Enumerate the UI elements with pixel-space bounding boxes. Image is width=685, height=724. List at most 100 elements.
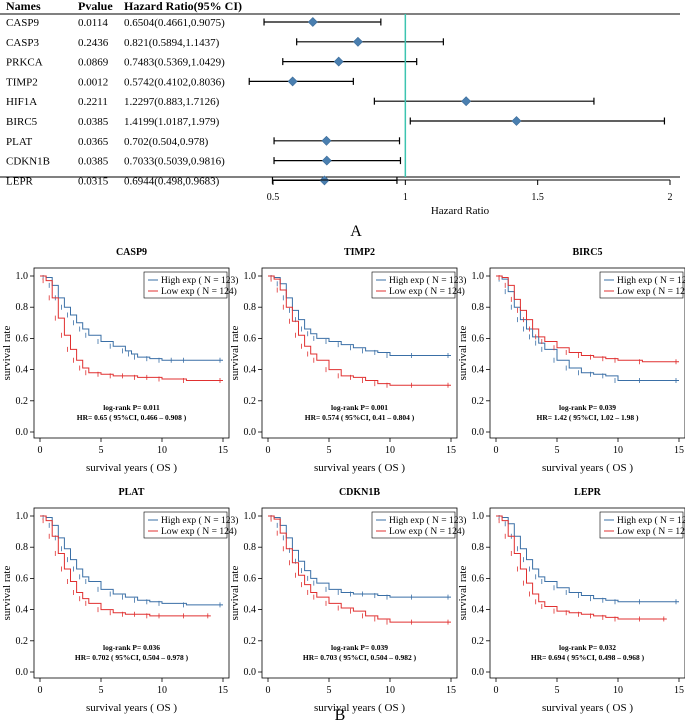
row-hr-text: 0.7483(0.5369,1.0429) xyxy=(124,57,225,69)
km-xtick-label: 5 xyxy=(555,445,560,456)
km-title: PLAT xyxy=(119,487,145,498)
km-legend xyxy=(599,511,684,539)
km-xlabel: survival years ( OS ) xyxy=(86,702,177,714)
row-pvalue: 0.0385 xyxy=(78,116,109,128)
row-hr-text: 0.6944(0.498,0.9683) xyxy=(124,175,220,187)
legend-label-high: High exp ( N = 123) xyxy=(161,515,238,526)
row-name: HIF1A xyxy=(6,96,37,108)
km-xtick-label: 0 xyxy=(266,685,271,696)
km-xtick-label: 15 xyxy=(218,445,228,456)
km-ytick-label: 0.0 xyxy=(244,427,257,438)
legend-label-high: High exp ( N = 123) xyxy=(161,275,238,286)
km-high-curve xyxy=(268,515,451,598)
km-xtick-label: 15 xyxy=(218,685,228,696)
forest-x-axis: 0.5 1 1.5 2 xyxy=(267,14,673,203)
legend-label-high: High exp ( N = 123) xyxy=(389,275,466,286)
km-logrank: log-rank P= 0.039 xyxy=(331,643,388,652)
km-plot-frame xyxy=(489,507,685,679)
km-xtick-label: 15 xyxy=(674,445,684,456)
km-plot-frame xyxy=(261,507,458,679)
km-low-curve xyxy=(268,275,451,386)
km-title: TIMP2 xyxy=(344,247,375,258)
km-plot-frame xyxy=(261,267,458,439)
km-xtick-label: 10 xyxy=(157,445,167,456)
km-ytick-label: 0.8 xyxy=(244,302,257,313)
km-panel: TIMP2 0.0 0.2 0.4 0.6 0.8 1.0 0 5 10 15 survival ye… xyxy=(229,247,466,474)
km-hr: HR= 0.694 ( 95%CI, 0.498 – 0.968 ) xyxy=(531,653,645,662)
row-name: LEPR xyxy=(6,175,34,187)
km-ytick-label: 0.2 xyxy=(244,636,257,647)
row-pvalue: 0.2436 xyxy=(78,37,109,49)
forest-tick-label: 2 xyxy=(668,192,673,203)
km-xtick-label: 10 xyxy=(157,685,167,696)
forest-rows: CASP9 0.0114 0.6504(0.4661,0.9075) CASP3 0.2… xyxy=(6,17,666,187)
km-ytick-label: 0.2 xyxy=(244,396,257,407)
km-xtick-label: 10 xyxy=(613,445,623,456)
km-title: BIRC5 xyxy=(572,247,602,258)
legend-label-high: High exp ( N = 123) xyxy=(617,275,685,286)
km-hr: HR= 0.702 ( 95%CI, 0.504 – 0.978 ) xyxy=(75,653,189,662)
km-plot-frame xyxy=(33,507,230,679)
forest-tick-label: 0.5 xyxy=(267,192,280,203)
row-hr-text: 0.821(0.5894,1.1437) xyxy=(124,37,220,49)
km-high-curve xyxy=(496,515,679,603)
km-low-curve xyxy=(496,275,679,363)
row-name: BIRC5 xyxy=(6,116,38,128)
hr-point xyxy=(321,155,332,166)
km-ytick-label: 1.0 xyxy=(16,511,29,522)
km-xlabel: survival years ( OS ) xyxy=(314,462,405,474)
km-xtick-label: 5 xyxy=(327,445,332,456)
row-hr-text: 0.7033(0.5039,0.9816) xyxy=(124,156,225,168)
km-panel: PLAT 0.0 0.2 0.4 0.6 0.8 1.0 0 5 10 15 survival yea… xyxy=(1,487,238,714)
km-ytick-label: 1.0 xyxy=(472,511,485,522)
row-name: CDKN1B xyxy=(6,156,50,168)
km-ylabel: survival rate xyxy=(1,566,13,621)
km-ytick-label: 0.6 xyxy=(472,573,485,584)
forest-plot: Names Pvalue Hazard Ratio(95% CI) CASP9 0… xyxy=(0,0,680,240)
km-logrank: log-rank P= 0.001 xyxy=(331,403,388,412)
forest-row: TIMP2 0.0012 0.5742(0.4102,0.8036) xyxy=(6,76,354,88)
forest-row: CDKN1B 0.0385 0.7033(0.5039,0.9816) xyxy=(6,155,402,168)
forest-row: BIRC5 0.0385 1.4199(1.0187,1.979) xyxy=(6,116,666,128)
km-low-curve xyxy=(496,515,667,620)
km-ytick-label: 1.0 xyxy=(16,271,29,282)
km-ytick-label: 1.0 xyxy=(244,511,257,522)
hr-point xyxy=(461,96,472,107)
forest-xlabel: Hazard Ratio xyxy=(431,205,490,217)
km-hr: HR= 0.703 ( 95%CI, 0.504 – 0.982 ) xyxy=(303,653,417,662)
km-xtick-label: 0 xyxy=(494,685,499,696)
km-xtick-label: 0 xyxy=(38,685,43,696)
col-header-pvalue: Pvalue xyxy=(78,0,113,13)
km-ytick-label: 0.2 xyxy=(472,396,485,407)
km-xtick-label: 15 xyxy=(674,685,684,696)
km-xtick-label: 0 xyxy=(494,445,499,456)
km-xlabel: survival years ( OS ) xyxy=(314,702,405,714)
km-xtick-label: 5 xyxy=(99,445,104,456)
legend-label-low: Low exp ( N = 124) xyxy=(389,286,465,297)
legend-label-low: Low exp ( N = 124) xyxy=(161,526,237,537)
row-hr-text: 0.6504(0.4661,0.9075) xyxy=(124,17,225,29)
km-legend xyxy=(371,271,456,299)
col-header-hr: Hazard Ratio(95% CI) xyxy=(124,0,242,13)
forest-row: HIF1A 0.2211 1.2297(0.883,1.7126) xyxy=(6,96,595,108)
km-ytick-label: 0.4 xyxy=(472,365,485,376)
km-xtick-label: 10 xyxy=(613,685,623,696)
km-xtick-label: 0 xyxy=(266,445,271,456)
row-name: PLAT xyxy=(6,136,33,148)
forest-row: CASP9 0.0114 0.6504(0.4661,0.9075) xyxy=(6,17,382,29)
km-ylabel: survival rate xyxy=(1,326,13,381)
km-ylabel: survival rate xyxy=(457,326,469,381)
km-logrank: log-rank P= 0.011 xyxy=(103,403,160,412)
km-panel: BIRC5 0.0 0.2 0.4 0.6 0.8 1.0 0 5 10 15 survival ye… xyxy=(457,247,685,474)
km-title: LEPR xyxy=(574,487,601,498)
km-xtick-label: 5 xyxy=(99,685,104,696)
km-legend xyxy=(143,271,228,299)
km-logrank: log-rank P= 0.039 xyxy=(559,403,616,412)
km-ytick-label: 0.6 xyxy=(16,573,29,584)
km-low-curve xyxy=(40,515,211,617)
hr-point xyxy=(353,36,363,47)
km-xtick-label: 0 xyxy=(38,445,43,456)
km-ytick-label: 0.0 xyxy=(16,427,29,438)
km-ytick-label: 0.8 xyxy=(244,542,257,553)
